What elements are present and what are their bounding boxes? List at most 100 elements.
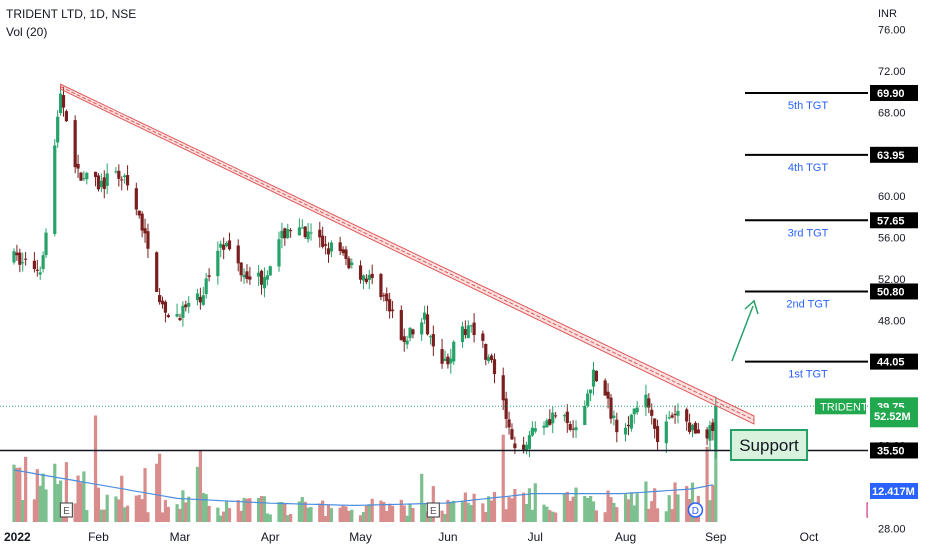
chart-title: TRIDENT LTD, 1D, NSE [6, 7, 137, 21]
candle [423, 312, 427, 320]
volume-bar [85, 510, 89, 522]
badge-bg [870, 84, 918, 101]
x-tick-label: Jun [438, 530, 457, 544]
volume-bar [79, 482, 83, 522]
candle [548, 419, 552, 425]
dividend-marker[interactable]: D [687, 502, 704, 518]
x-tick-label: 2022 [4, 530, 31, 544]
candle [524, 444, 529, 451]
volume-bar [44, 489, 48, 522]
y-tick-label: 76.00 [878, 25, 906, 37]
candle [318, 229, 322, 238]
volume-bar [93, 415, 98, 522]
candle [21, 262, 25, 264]
volume-bar [626, 499, 631, 522]
candle [460, 326, 465, 343]
candle [574, 427, 578, 431]
candle [143, 228, 147, 234]
candle [670, 415, 674, 418]
candle [259, 270, 264, 285]
candle [693, 423, 698, 434]
badge-bg [870, 442, 918, 459]
target-3[interactable]: 3rd TGT [745, 219, 868, 239]
volume-bar [705, 446, 709, 522]
candle [533, 428, 537, 432]
earnings-marker[interactable]: E [426, 502, 440, 518]
candle [591, 369, 596, 387]
volume-bar [562, 493, 566, 522]
candle [411, 329, 415, 335]
volume-bar [603, 512, 607, 522]
volume-bar [326, 504, 331, 522]
support-price-badge: 35.50 [870, 442, 918, 459]
symbol-badge-bg [815, 398, 866, 415]
candle [635, 407, 639, 413]
volume-bar [408, 504, 412, 522]
volume-bar [388, 503, 392, 522]
candle [469, 325, 473, 327]
x-tick-label: Oct [800, 530, 819, 544]
target-label: 1st TGT [788, 369, 828, 381]
volume-bar [24, 456, 28, 522]
candle [82, 178, 86, 180]
volume-bar [257, 497, 261, 522]
currency-label: INR [878, 8, 897, 20]
volume-bar [472, 493, 476, 522]
volume-bar [507, 496, 511, 522]
target-price-badge: 63.95 [870, 146, 918, 163]
candle [370, 273, 374, 279]
volume-bar [527, 488, 532, 522]
volume-bar [623, 494, 628, 522]
candle [379, 274, 383, 298]
volume-bar [245, 498, 249, 522]
volume-bar [708, 500, 712, 522]
candle [15, 252, 19, 256]
marker-letter: E [430, 506, 437, 517]
candle [286, 228, 290, 238]
badge-bg [870, 146, 918, 163]
volume-bar [390, 505, 395, 522]
candle [35, 269, 39, 271]
candle [268, 266, 272, 276]
candle [542, 425, 546, 428]
candle [594, 370, 599, 382]
volume-bar [530, 509, 534, 522]
volume-bar [163, 499, 168, 522]
candle [568, 424, 572, 430]
earnings-marker[interactable]: E [59, 502, 74, 518]
volume-bar [318, 503, 322, 522]
candle [18, 252, 22, 265]
volume-bar [158, 453, 162, 522]
candle [187, 303, 191, 307]
x-tick-label: Feb [88, 530, 109, 544]
candle [242, 274, 246, 278]
candle [38, 272, 42, 275]
candle [280, 230, 284, 239]
candle [32, 260, 36, 270]
volume-bar [286, 515, 290, 522]
volume-bar [653, 488, 657, 522]
target-1[interactable]: 5th TGT [745, 91, 868, 112]
volume-bar [175, 504, 179, 522]
candle [446, 356, 450, 365]
target-2[interactable]: 4th TGT [745, 153, 868, 174]
candle [452, 341, 456, 362]
volume-bar [140, 499, 144, 522]
candle [449, 358, 453, 364]
volume-bar [102, 509, 106, 522]
candle [96, 175, 101, 190]
volume-bar [137, 494, 141, 522]
volume-bar [21, 500, 25, 522]
volume-indicator-label[interactable]: Vol (20) [6, 25, 48, 39]
candle [160, 300, 165, 305]
volume-bar [303, 501, 307, 522]
candle [41, 255, 45, 269]
volume-bar [583, 496, 587, 522]
target-4[interactable]: 2nd TGT [745, 290, 868, 310]
volume-bar [329, 508, 334, 522]
candle [428, 336, 433, 338]
volume-bar [160, 512, 165, 522]
target-5[interactable]: 1st TGT [745, 360, 868, 381]
candle [382, 295, 386, 297]
